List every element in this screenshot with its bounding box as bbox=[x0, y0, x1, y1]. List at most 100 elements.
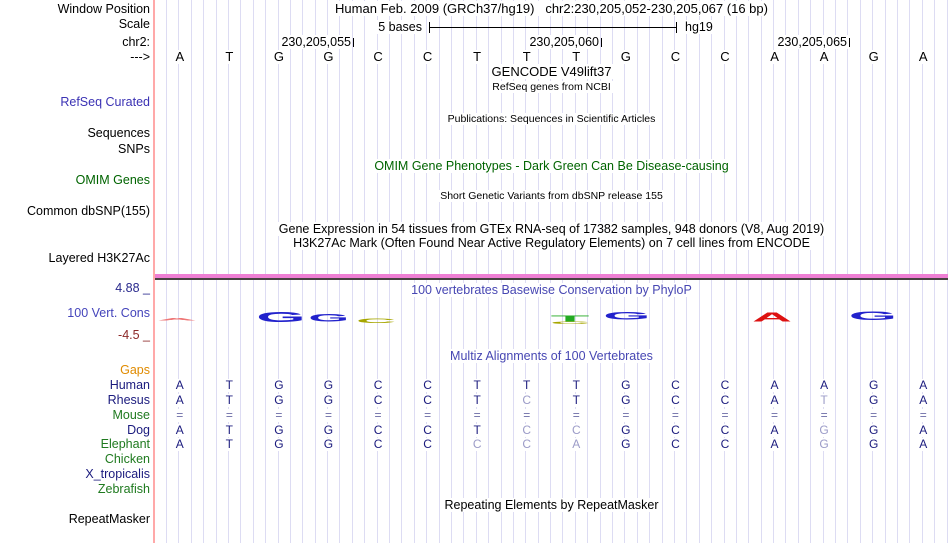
alignment-human-base: G bbox=[620, 378, 632, 392]
alignment-dog-base: C bbox=[719, 423, 731, 437]
h3k27ac-signal-bar[interactable] bbox=[155, 274, 948, 278]
gridline bbox=[673, 0, 675, 543]
gridline bbox=[203, 0, 205, 543]
gridline bbox=[574, 0, 576, 543]
window-position-header: Human Feb. 2009 (GRCh37/hg19) chr2:230,2… bbox=[155, 1, 948, 16]
gridline bbox=[909, 0, 911, 543]
alignment-human-base: C bbox=[422, 378, 433, 392]
gridline bbox=[550, 0, 552, 543]
alignment-dog-base: C bbox=[422, 423, 433, 437]
label-human[interactable]: Human bbox=[109, 378, 150, 392]
alignment-elephant-base: A bbox=[918, 437, 929, 451]
alignment-human-base: A bbox=[769, 378, 780, 392]
gridline bbox=[389, 0, 390, 543]
label-chicken[interactable]: Chicken bbox=[104, 452, 150, 466]
alignment-elephant-base: G bbox=[273, 437, 285, 451]
label-100-vert-cons[interactable]: 100 Vert. Cons bbox=[67, 306, 150, 320]
alignment-human-base: G bbox=[322, 378, 335, 392]
message-text: 100 vertebrates Basewise Conservation by… bbox=[408, 283, 695, 297]
alignment-human-base: A bbox=[918, 378, 929, 392]
alignment-human-base: G bbox=[867, 378, 880, 392]
label-mouse[interactable]: Mouse bbox=[112, 408, 150, 422]
alignment-rhesus-base: A bbox=[174, 393, 185, 407]
label-window-position: Window Position bbox=[57, 2, 150, 16]
label-dog[interactable]: Dog bbox=[127, 423, 150, 437]
gridline bbox=[327, 0, 329, 543]
sequence-base-G: G bbox=[321, 49, 336, 64]
alignment-mouse-base: = bbox=[224, 408, 234, 422]
alignment-mouse-base: = bbox=[522, 408, 532, 422]
label-repeatmasker[interactable]: RepeatMasker bbox=[68, 512, 150, 526]
label-common-dbsnp-155[interactable]: Common dbSNP(155) bbox=[27, 204, 150, 218]
label-zebrafish[interactable]: Zebrafish bbox=[97, 482, 150, 496]
label-snps[interactable]: SNPs bbox=[118, 142, 150, 156]
message-multiz-alignments-of-100-vertebrates: Multiz Alignments of 100 Vertebrates bbox=[155, 349, 948, 363]
message-text: RefSeq genes from NCBI bbox=[489, 81, 614, 93]
alignment-elephant-base: G bbox=[322, 437, 335, 451]
label-x-tropicalis[interactable]: X_tropicalis bbox=[85, 467, 150, 481]
alignment-dog-base: T bbox=[224, 423, 235, 437]
gridline bbox=[512, 0, 514, 543]
alignment-dog-base: G bbox=[273, 423, 285, 437]
alignment-elephant-base: G bbox=[620, 437, 632, 451]
alignment-dog-base: G bbox=[620, 423, 632, 437]
alignment-mouse-base: = bbox=[720, 408, 730, 422]
alignment-mouse-base: = bbox=[819, 408, 829, 422]
message-h3k27ac-mark-often-found-near-active-reg: H3K27Ac Mark (Often Found Near Active Re… bbox=[155, 236, 948, 250]
alignment-rhesus-base: C bbox=[372, 393, 384, 407]
alignment-rhesus-base: A bbox=[769, 393, 780, 407]
message-text: Gene Expression in 54 tissues from GTEx … bbox=[275, 222, 828, 236]
gridline bbox=[190, 0, 192, 543]
alignment-mouse-base: = bbox=[373, 408, 383, 422]
alignment-mouse-base: = bbox=[621, 408, 631, 422]
glyph-letter: C bbox=[550, 320, 590, 325]
gridline bbox=[872, 0, 874, 543]
sequence-base-A: A bbox=[916, 49, 930, 64]
glyph-letter: A bbox=[157, 316, 197, 321]
label-omim-genes[interactable]: OMIM Genes bbox=[75, 173, 150, 187]
position-tick bbox=[849, 38, 850, 47]
alignment-elephant-base: C bbox=[521, 437, 533, 451]
alignment-dog-base: G bbox=[867, 423, 880, 437]
label-rhesus[interactable]: Rhesus bbox=[107, 393, 150, 407]
position-text: 230,205,065 bbox=[776, 35, 848, 49]
glyph-letter: T bbox=[550, 314, 590, 323]
gridline bbox=[525, 0, 527, 543]
alignment-dog-base: C bbox=[521, 423, 533, 437]
glyph-letter: G bbox=[848, 309, 898, 323]
scale-label-text: 5 bases bbox=[376, 20, 424, 34]
sequence-base-T: T bbox=[520, 49, 533, 64]
label-refseq-curated[interactable]: RefSeq Curated bbox=[60, 95, 150, 109]
message-text: Multiz Alignments of 100 Vertebrates bbox=[447, 349, 656, 363]
gridline bbox=[797, 0, 799, 543]
label-elephant[interactable]: Elephant bbox=[100, 437, 150, 451]
gridline bbox=[810, 0, 812, 543]
label-layered-h3k27ac[interactable]: Layered H3K27Ac bbox=[48, 251, 150, 265]
window-position-text: Human Feb. 2009 (GRCh37/hg19) chr2:230,2… bbox=[332, 1, 771, 16]
gridline bbox=[773, 0, 775, 543]
gridline bbox=[302, 0, 304, 543]
message-gene-expression-in-54-tissues-from-gtex-: Gene Expression in 54 tissues from GTEx … bbox=[155, 222, 948, 236]
alignment-human-base: T bbox=[472, 378, 482, 392]
sequence-base-G: G bbox=[866, 49, 881, 64]
gridline bbox=[649, 0, 651, 543]
gridline bbox=[265, 0, 267, 543]
gridline bbox=[500, 0, 502, 543]
sequence-base-C: C bbox=[668, 49, 683, 64]
label-sequences[interactable]: Sequences bbox=[87, 126, 150, 140]
message-100-vertebrates-basewise-conservation-by: 100 vertebrates Basewise Conservation by… bbox=[155, 283, 948, 297]
alignment-elephant-base: C bbox=[670, 437, 681, 451]
scale-ruler-line bbox=[429, 27, 676, 28]
alignment-elephant-base: C bbox=[372, 437, 384, 451]
alignment-dog-base: A bbox=[918, 423, 929, 437]
alignment-elephant-base: C bbox=[471, 437, 483, 451]
gridline bbox=[723, 0, 725, 543]
label-gaps[interactable]: Gaps bbox=[120, 363, 150, 377]
sequence-base-T: T bbox=[471, 49, 484, 64]
gridline bbox=[314, 0, 316, 543]
alignment-human-base: T bbox=[571, 378, 581, 392]
alignment-elephant-base: A bbox=[174, 437, 185, 451]
alignment-dog-base: C bbox=[670, 423, 681, 437]
alignment-dog-base: G bbox=[322, 423, 335, 437]
gridline bbox=[587, 0, 589, 543]
